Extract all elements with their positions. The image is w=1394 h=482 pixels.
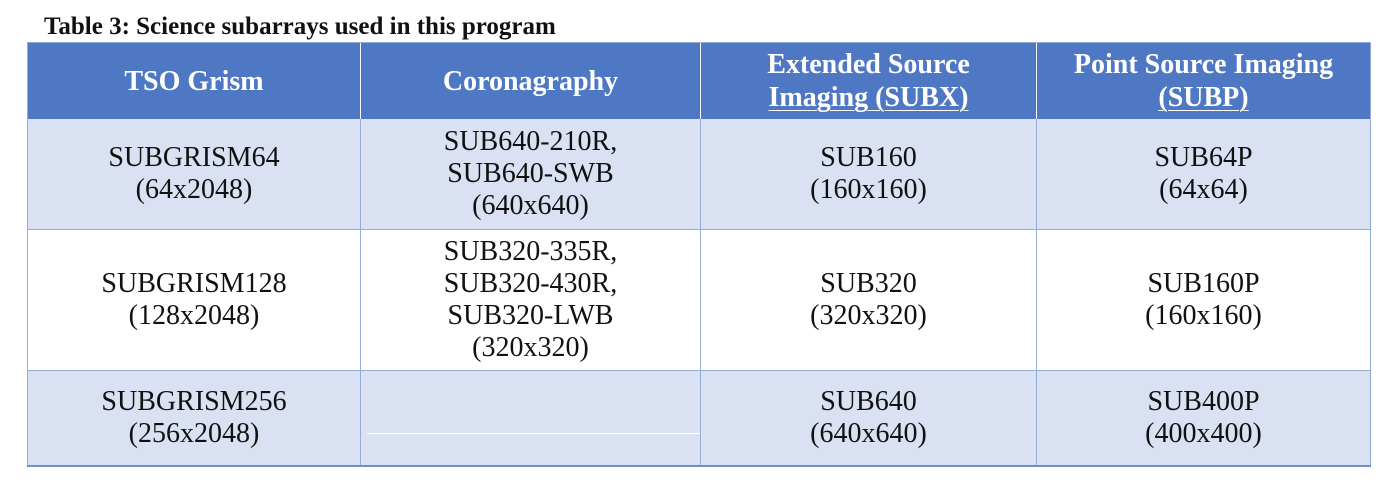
cell-tso-grism: SUBGRISM64 (64x2048) (27, 119, 361, 230)
cell-coronagraphy: SUB640-210R, SUB640-SWB (640x640) (360, 119, 701, 230)
cell-coronagraphy: SUB320-335R, SUB320-430R, SUB320-LWB (32… (360, 229, 701, 371)
header-coronagraphy: Coronagraphy (360, 42, 701, 119)
table-row: SUBGRISM128 (128x2048) SUB320-335R, SUB3… (27, 229, 1371, 371)
cell-line: SUB64P (1154, 142, 1253, 173)
cell-line: (640x640) (472, 190, 589, 221)
cell-line: SUB640-210R, (443, 126, 618, 157)
cell-tso-grism: SUBGRISM128 (128x2048) (27, 229, 361, 371)
cell-line: SUB320-430R, (443, 268, 618, 299)
table-body: SUBGRISM64 (64x2048) SUB640-210R, SUB640… (27, 119, 1371, 467)
cell-line: (400x400) (1145, 418, 1262, 449)
table-header: TSO Grism Coronagraphy Extended Source I… (27, 42, 1371, 119)
header-extended-line1: Extended Source (767, 49, 970, 80)
header-tso-grism-label: TSO Grism (124, 65, 264, 97)
cell-point-source: SUB64P (64x64) (1036, 119, 1371, 230)
cell-line: SUBGRISM256 (101, 386, 287, 417)
cell-coronagraphy-empty (360, 370, 703, 467)
cell-line: SUB320-335R, (443, 236, 618, 267)
cell-line: (160x160) (1145, 300, 1262, 331)
cell-line: SUB320-LWB (447, 300, 614, 331)
cell-line: (64x64) (1159, 174, 1248, 205)
cell-line: SUB320 (820, 268, 917, 299)
cell-line: (640x640) (810, 418, 927, 449)
cell-line: SUB160P (1147, 268, 1260, 299)
table-row: SUBGRISM256 (256x2048) SUB640 (640x640) … (27, 370, 1371, 467)
header-extended-line2: Imaging (SUBX) (768, 82, 969, 113)
cell-line: SUBGRISM64 (108, 142, 280, 173)
empty-cell-divider (367, 432, 703, 434)
cell-line: SUB400P (1147, 386, 1260, 417)
cell-line: (320x320) (472, 332, 589, 363)
cell-tso-grism: SUBGRISM256 (256x2048) (27, 370, 361, 467)
cell-point-source: SUB160P (160x160) (1036, 229, 1371, 371)
subarrays-table: TSO Grism Coronagraphy Extended Source I… (27, 42, 1371, 467)
cell-extended-source: SUB640 (640x640) (700, 370, 1037, 467)
table-caption: Table 3: Science subarrays used in this … (44, 13, 556, 40)
cell-line: SUB160 (820, 142, 917, 173)
header-point-line1: Point Source Imaging (1073, 49, 1334, 80)
cell-extended-source: SUB320 (320x320) (700, 229, 1037, 371)
cell-line: (128x2048) (128, 300, 260, 331)
cell-line: SUB640-SWB (447, 158, 614, 189)
cell-line: SUBGRISM128 (101, 268, 287, 299)
header-point-line2: (SUBP) (1158, 82, 1249, 113)
cell-line: (160x160) (810, 174, 927, 205)
header-extended-source: Extended Source Imaging (SUBX) (700, 42, 1037, 119)
table-row: SUBGRISM64 (64x2048) SUB640-210R, SUB640… (27, 119, 1371, 230)
header-row: TSO Grism Coronagraphy Extended Source I… (27, 42, 1371, 119)
cell-point-source: SUB400P (400x400) (1036, 370, 1371, 467)
header-point-source: Point Source Imaging (SUBP) (1036, 42, 1371, 119)
cell-line: (64x2048) (135, 174, 253, 205)
header-tso-grism: TSO Grism (27, 42, 361, 119)
cell-line: (256x2048) (128, 418, 260, 449)
header-coronagraphy-label: Coronagraphy (442, 65, 619, 97)
cell-extended-source: SUB160 (160x160) (700, 119, 1037, 230)
cell-line: (320x320) (810, 300, 927, 331)
cell-line: SUB640 (820, 386, 917, 417)
